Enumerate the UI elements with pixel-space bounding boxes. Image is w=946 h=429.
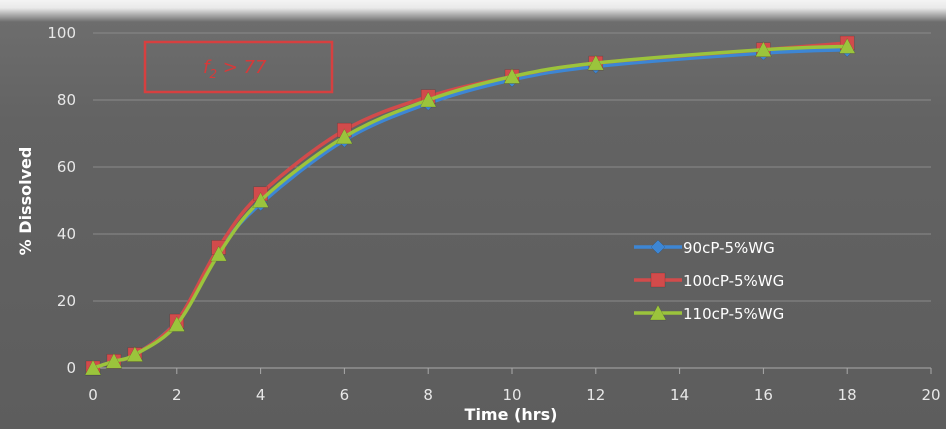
series-110cP-5%WG: [84, 37, 856, 376]
data-point-triangle: [84, 359, 102, 376]
x-tick-label: 8: [423, 386, 433, 404]
data-point-triangle: [168, 315, 186, 332]
annotation-text: f2 > 77: [203, 57, 267, 81]
y-tick-label: 40: [57, 225, 76, 243]
x-tick-label: 10: [502, 386, 521, 404]
y-tick-label: 60: [57, 158, 76, 176]
x-tick-label: 6: [340, 386, 350, 404]
legend-item: 90cP-5%WG: [634, 239, 775, 257]
data-point-triangle: [335, 128, 353, 145]
annotation-rest: > 77: [217, 57, 267, 78]
y-tick-label: 100: [47, 24, 76, 42]
legend-label: 100cP-5%WG: [683, 272, 784, 290]
data-point-triangle: [252, 191, 270, 208]
data-point-triangle: [210, 245, 228, 262]
x-axis-title: Time (hrs): [465, 405, 558, 424]
annotation-box: [143, 40, 334, 94]
data-point-triangle: [503, 68, 521, 84]
legend: 90cP-5%WG 100cP-5%WG 110cP-5%WG: [634, 239, 784, 323]
legend-item: 100cP-5%WG: [634, 272, 784, 290]
y-tick-label: 80: [57, 91, 76, 109]
legend-label: 90cP-5%WG: [683, 239, 775, 257]
data-point-triangle: [649, 304, 667, 321]
data-point-triangle: [126, 346, 144, 362]
f2-annotation: f2 > 77: [143, 40, 334, 94]
x-tick-label: 0: [88, 386, 98, 404]
data-point-triangle: [105, 352, 123, 369]
x-tick-label: 2: [172, 386, 182, 404]
data-point-triangle: [838, 37, 856, 54]
data-point-square: [650, 272, 666, 288]
y-tick-label: 20: [57, 292, 76, 310]
annotation-sub: 2: [209, 67, 217, 81]
x-tick-label: 4: [256, 386, 266, 404]
data-point-diamond: [650, 239, 666, 255]
x-tick-label: 12: [586, 386, 605, 404]
x-tick-label: 14: [670, 386, 689, 404]
legend-item: 110cP-5%WG: [634, 304, 784, 323]
series-layer: [84, 35, 856, 376]
data-point-triangle: [754, 41, 772, 57]
y-tick-label: 0: [66, 359, 76, 377]
tick-layer: 0 20 40 60 80 100 0 2 4 6 8 10 12 14 16 18 20: [47, 24, 940, 404]
y-axis-title: % Dissolved: [16, 147, 35, 256]
x-tick-label: 18: [838, 386, 857, 404]
x-tick-label: 16: [754, 386, 773, 404]
data-point-triangle: [587, 54, 605, 71]
data-point-triangle: [419, 91, 437, 108]
x-tick-label: 20: [921, 386, 940, 404]
annotation-main: f: [203, 57, 212, 78]
legend-label: 110cP-5%WG: [683, 305, 784, 323]
